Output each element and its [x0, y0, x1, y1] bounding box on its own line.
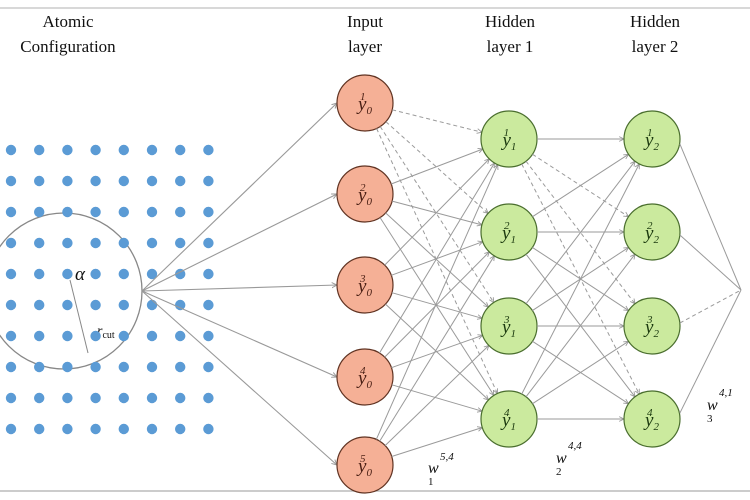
svg-text:1: 1 — [428, 476, 434, 488]
svg-text:Input: Input — [347, 12, 383, 31]
svg-text:Configuration: Configuration — [20, 37, 116, 56]
svg-text:3: 3 — [707, 413, 713, 425]
svg-text:Hidden: Hidden — [630, 12, 681, 31]
svg-text:5,4: 5,4 — [440, 451, 454, 463]
svg-text:Atomic: Atomic — [43, 12, 94, 31]
svg-text:layer 1: layer 1 — [487, 37, 534, 56]
svg-text:4,1: 4,1 — [719, 387, 733, 399]
svg-text:w: w — [428, 460, 439, 477]
svg-text:w: w — [707, 397, 718, 414]
svg-text:2: 2 — [556, 466, 562, 478]
svg-text:4,4: 4,4 — [568, 440, 582, 452]
svg-text:Hidden: Hidden — [485, 12, 536, 31]
svg-text:layer: layer — [348, 37, 382, 56]
svg-text:layer 2: layer 2 — [632, 37, 679, 56]
svg-text:α: α — [75, 264, 86, 285]
svg-text:w: w — [556, 450, 567, 467]
